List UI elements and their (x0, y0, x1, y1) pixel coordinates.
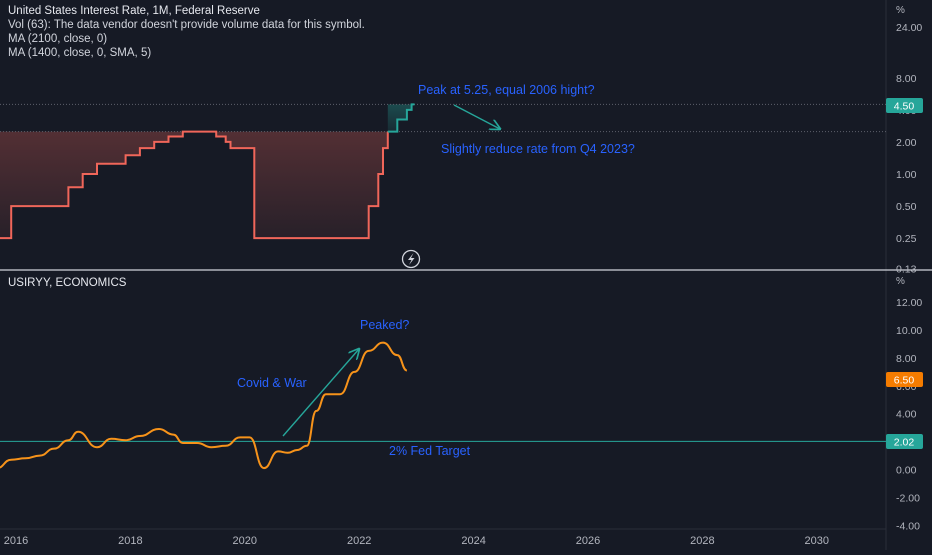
top-pane[interactable]: 24.008.004.002.001.000.500.250.13 % Peak… (0, 5, 923, 275)
annotation-arrow-up[interactable] (282, 349, 359, 437)
top-price-axis[interactable]: 24.008.004.002.001.000.500.250.13 (896, 22, 922, 275)
x-tick-label: 2024 (461, 535, 485, 547)
y-tick-label: 0.50 (896, 201, 917, 213)
y-tick-label: 2.00 (896, 137, 917, 149)
top-price-badge-label: 4.50 (894, 101, 915, 113)
ma-indicator-legend-1[interactable]: MA (2100, close, 0) (8, 33, 108, 45)
top-axis-unit: % (896, 5, 905, 16)
top-pane-legend: United States Interest Rate, 1M, Federal… (8, 4, 365, 60)
y-tick-label: 12.00 (896, 297, 922, 309)
time-axis[interactable]: 2016 2018 2020 2022 2024 2026 2028 2030 (4, 535, 829, 547)
ma-indicator-legend-2[interactable]: MA (1400, close, 0, SMA, 5) (8, 47, 152, 59)
rate-series-line-low (0, 130, 389, 240)
rate-series-line-high (387, 103, 415, 133)
bottom-pane[interactable]: 12.0010.008.006.004.002.000.00-2.00-4.00… (0, 276, 923, 532)
y-tick-label: 24.00 (896, 22, 922, 34)
annotation-reduce-rate[interactable]: Slightly reduce rate from Q4 2023? (441, 142, 635, 156)
volume-indicator-legend[interactable]: Vol (63): The data vendor doesn't provid… (8, 19, 365, 31)
bottom-symbol-title[interactable]: USIRYY, ECONOMICS (8, 277, 127, 289)
y-tick-label: 0.00 (896, 465, 917, 477)
x-tick-label: 2022 (347, 535, 371, 547)
x-tick-label: 2028 (690, 535, 714, 547)
y-tick-label: -4.00 (896, 520, 920, 532)
hline-price-badge: 2.02 (886, 434, 923, 449)
symbol-title[interactable]: United States Interest Rate, 1M, Federal… (8, 5, 260, 17)
y-tick-label: 0.25 (896, 233, 917, 245)
x-tick-label: 2030 (805, 535, 829, 547)
bottom-price-badge-label: 6.50 (894, 375, 915, 387)
annotation-peak-question[interactable]: Peak at 5.25, equal 2006 hight? (418, 83, 595, 97)
y-tick-label: 8.00 (896, 73, 917, 85)
hline-price-badge-label: 2.02 (894, 437, 915, 449)
x-tick-label: 2018 (118, 535, 142, 547)
annotation-arrow-down[interactable] (453, 104, 500, 129)
bottom-pane-legend: USIRYY, ECONOMICS (8, 276, 126, 290)
y-tick-label: 8.00 (896, 353, 917, 365)
y-tick-label: 4.00 (896, 409, 917, 421)
x-tick-label: 2016 (4, 535, 28, 547)
y-tick-label: 1.00 (896, 169, 917, 181)
rate-area-fill-low (0, 131, 388, 239)
top-price-badge: 4.50 (886, 98, 923, 113)
inflation-series-line (0, 341, 408, 470)
annotation-fed-target[interactable]: 2% Fed Target (389, 444, 471, 458)
x-tick-label: 2026 (576, 535, 600, 547)
bottom-axis-unit: % (896, 276, 905, 287)
y-tick-label: 10.00 (896, 325, 922, 337)
x-tick-label: 2020 (233, 535, 257, 547)
y-tick-label: 0.13 (896, 263, 917, 275)
annotation-covid-war[interactable]: Covid & War (237, 376, 307, 390)
annotation-peaked[interactable]: Peaked? (360, 318, 409, 332)
bottom-price-badge: 6.50 (886, 372, 923, 387)
lightning-bolt-icon[interactable] (401, 249, 421, 269)
rate-area-fill-high (387, 104, 415, 132)
y-tick-label: -2.00 (896, 492, 920, 504)
